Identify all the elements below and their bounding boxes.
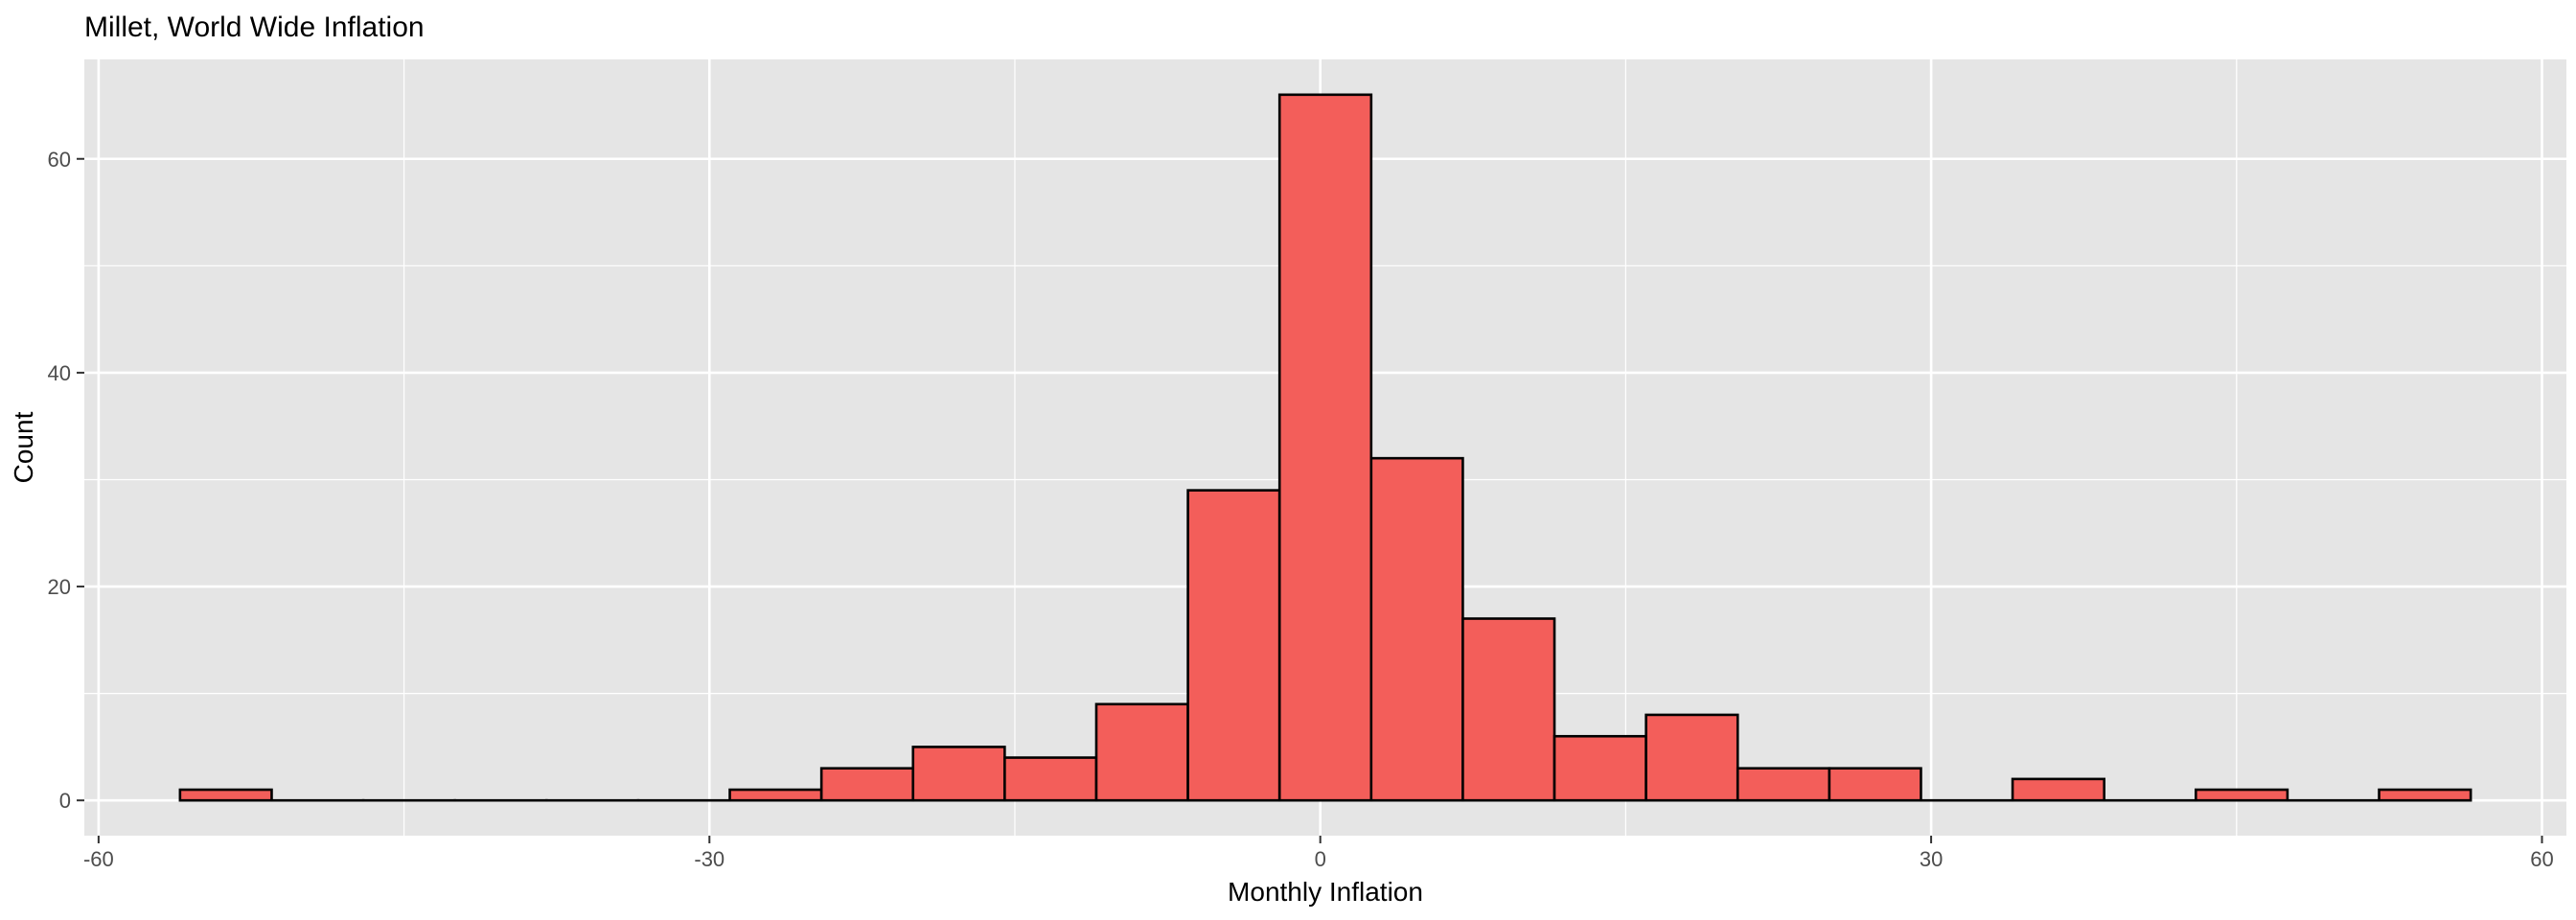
histogram-bar <box>1003 756 1098 802</box>
x-tick-label: -60 <box>83 847 114 871</box>
x-tick-label: -30 <box>694 847 724 871</box>
histogram-bar <box>2011 777 2105 802</box>
chart-title: Millet, World Wide Inflation <box>84 12 425 43</box>
y-tick-label: 20 <box>48 575 71 599</box>
y-tick-label: 0 <box>59 789 71 813</box>
histogram-bar <box>2195 788 2289 802</box>
y-tick-label: 40 <box>48 361 71 385</box>
x-tick-label: 30 <box>1920 847 1943 871</box>
histogram-bar <box>819 767 915 802</box>
histogram-bar <box>1094 702 1189 802</box>
histogram-bar <box>1369 456 1464 802</box>
histogram-bar <box>728 788 823 802</box>
histogram-bar <box>178 788 273 802</box>
histogram-bar <box>1644 713 1739 802</box>
histogram-bar <box>2378 788 2472 802</box>
x-axis: -60 -30 0 30 60 <box>83 836 2554 871</box>
y-tick-label: 60 <box>48 148 71 172</box>
histogram-bar <box>1552 734 1647 802</box>
histogram-bars <box>178 93 2472 802</box>
x-axis-label: Monthly Inflation <box>1228 877 1423 907</box>
y-axis-label: Count <box>9 411 38 483</box>
histogram-bar <box>1461 617 1556 802</box>
x-tick-label: 60 <box>2530 847 2553 871</box>
histogram-bar <box>1277 93 1373 802</box>
x-tick-label: 0 <box>1315 847 1326 871</box>
histogram-bar <box>1736 767 1831 802</box>
histogram-bar <box>1186 489 1281 802</box>
histogram-bar <box>1828 767 1922 802</box>
y-axis: 0 20 40 60 <box>48 148 84 813</box>
histogram-bar <box>911 746 1006 802</box>
